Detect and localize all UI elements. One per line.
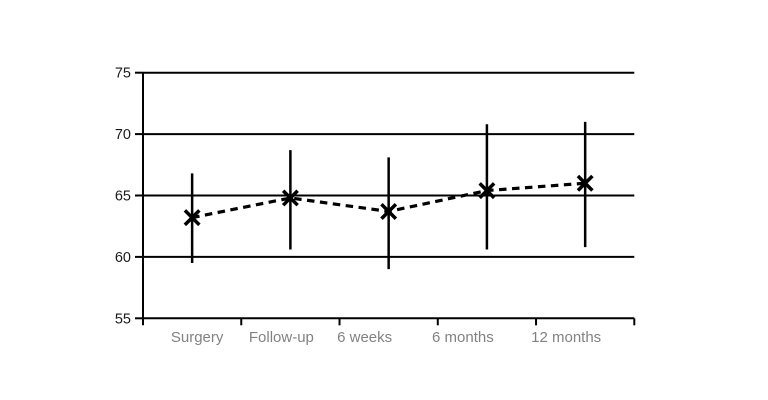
y-tick-label: 60 — [115, 250, 131, 266]
x-marker — [183, 209, 201, 227]
y-tick-label: 65 — [115, 189, 131, 205]
x-tick-label: Surgery — [171, 329, 224, 346]
x-marker — [281, 189, 299, 207]
y-tick-label: 75 — [115, 66, 131, 82]
x-tick-label: 6 months — [432, 329, 494, 346]
x-marker — [576, 174, 594, 192]
x-marker — [478, 182, 496, 200]
x-tick-label: Follow-up — [249, 329, 314, 346]
x-marker — [380, 202, 398, 220]
y-tick-label: 70 — [115, 127, 131, 143]
x-tick-label: 6 weeks — [337, 329, 392, 346]
x-tick-label: 12 months — [531, 329, 601, 346]
y-tick-label: 55 — [115, 311, 131, 327]
